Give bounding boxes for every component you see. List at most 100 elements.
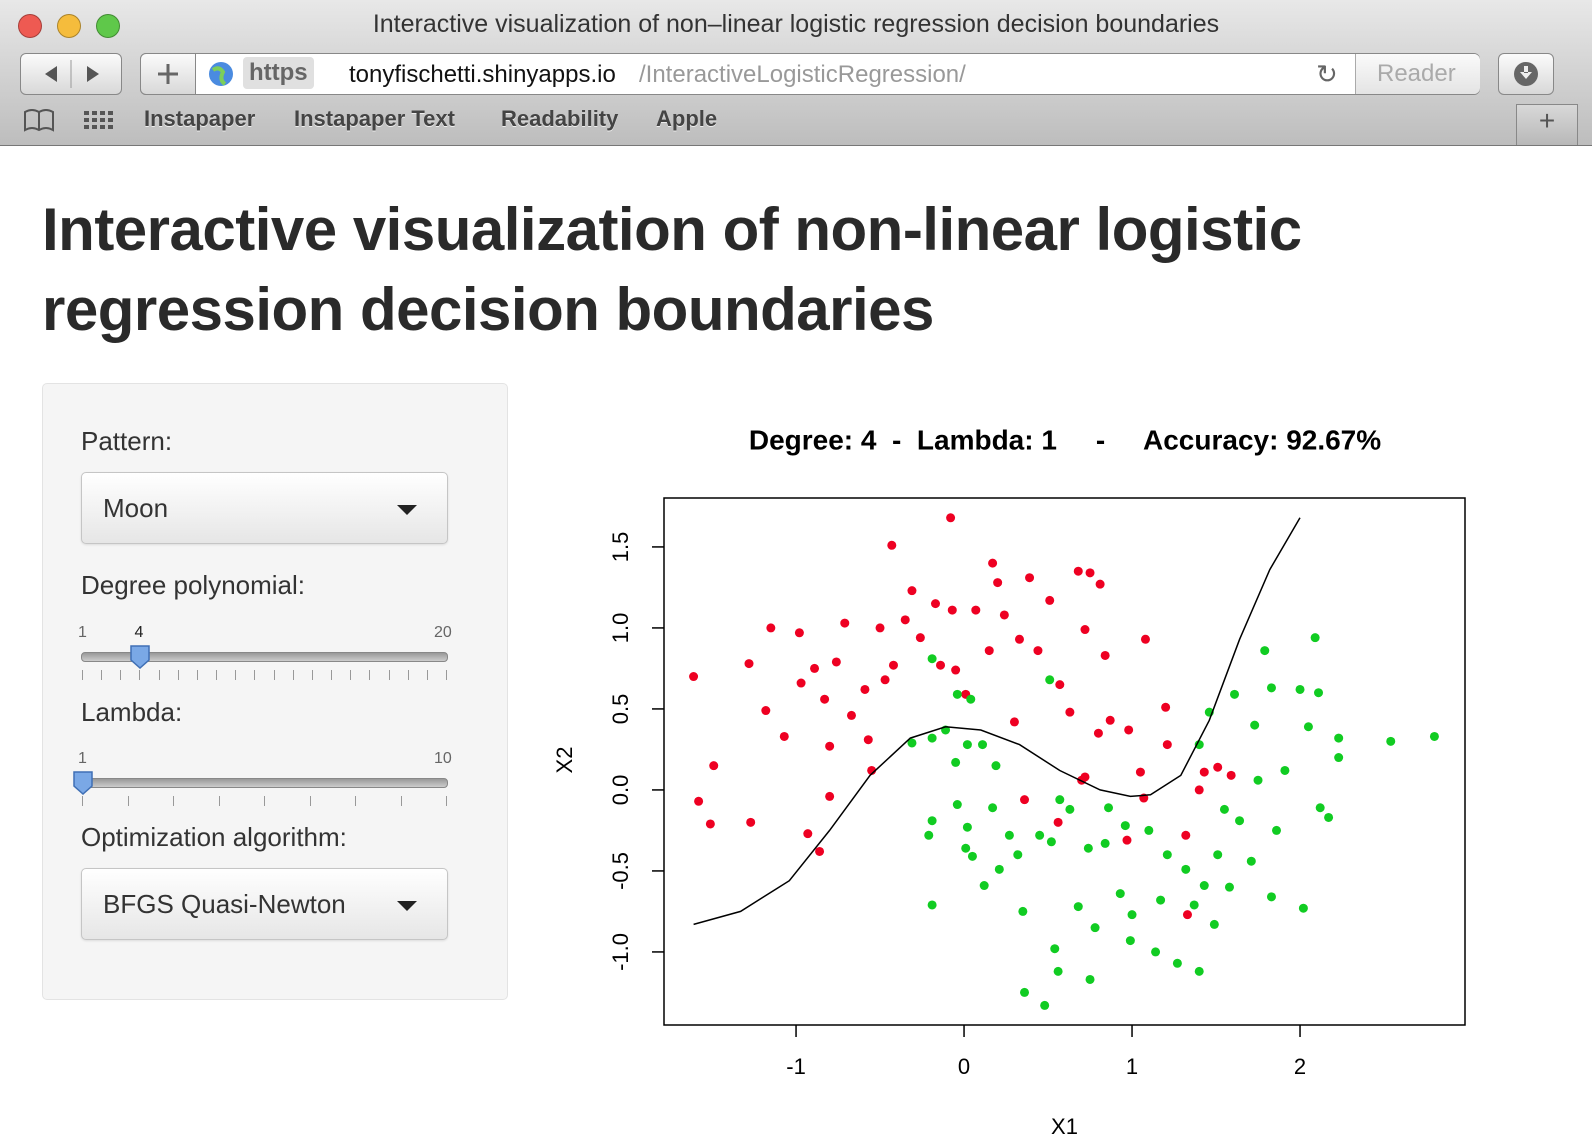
slider-tick [388, 670, 390, 680]
bookmark-link[interactable]: Readability [501, 106, 619, 131]
slider-tick [82, 670, 83, 680]
address-bar[interactable]: https tonyfischetti.shinyapps.io /Intera… [140, 53, 1480, 95]
zoom-button[interactable] [96, 14, 120, 38]
back-forward-buttons[interactable] [20, 53, 122, 95]
data-point [1224, 882, 1234, 892]
globe-icon [209, 62, 233, 86]
data-point [1272, 825, 1282, 835]
bookmark-link[interactable]: Instapaper [144, 106, 256, 131]
data-point [1303, 722, 1313, 732]
data-point [1025, 573, 1035, 583]
data-point [887, 540, 897, 550]
pattern-select[interactable]: Moon [81, 472, 448, 544]
data-point [705, 819, 715, 829]
data-point [761, 706, 771, 716]
algorithm-value: BFGS Quasi-Newton [103, 889, 346, 919]
data-point [840, 618, 850, 628]
data-point [1172, 958, 1182, 968]
data-point [1260, 646, 1270, 656]
y-tick-label: 1.0 [608, 613, 633, 644]
slider-handle[interactable] [129, 644, 151, 670]
reload-icon[interactable]: ↻ [1316, 59, 1338, 89]
browser-chrome: Interactive visualization of non–linear … [0, 0, 1592, 146]
slider-tick [101, 670, 103, 680]
add-button[interactable] [140, 53, 196, 95]
slider-tick [446, 796, 447, 806]
slider-tick [407, 670, 409, 680]
minimize-button[interactable] [57, 14, 81, 38]
chart-title: Degree: 4 - Lambda: 1 - Accuracy: 92.67% [749, 424, 1381, 455]
data-point [796, 678, 806, 688]
new-tab-button[interactable]: + [1516, 104, 1578, 145]
data-point [1046, 837, 1056, 847]
data-point [1194, 740, 1204, 750]
data-point [988, 803, 998, 813]
data-point [962, 740, 972, 750]
data-point [1162, 740, 1172, 750]
data-point [927, 816, 937, 826]
data-point [1053, 817, 1063, 827]
data-point [820, 694, 830, 704]
data-point [1100, 838, 1110, 848]
data-point [991, 761, 1001, 771]
data-point [1219, 804, 1229, 814]
data-point [984, 646, 994, 656]
data-point [746, 817, 756, 827]
reader-button[interactable]: Reader [1355, 54, 1480, 94]
data-point [1199, 881, 1209, 891]
data-point [1014, 634, 1024, 644]
slider-tick [273, 670, 275, 680]
data-point [1209, 919, 1219, 929]
data-point [880, 675, 890, 685]
y-axis-label: X2 [552, 747, 577, 774]
data-point [1213, 762, 1223, 772]
slider-tick [311, 670, 313, 680]
slider-handle[interactable] [72, 770, 93, 796]
data-point [1314, 688, 1324, 698]
close-button[interactable] [18, 14, 42, 38]
data-point [1080, 625, 1090, 635]
x-tick-label: 2 [1294, 1054, 1306, 1079]
x-tick-label: 0 [958, 1054, 970, 1079]
data-point [860, 684, 870, 694]
slider-track [81, 652, 448, 662]
data-point [1182, 910, 1192, 920]
data-point [927, 733, 937, 743]
dropdown-arrow [397, 901, 417, 911]
data-point [779, 731, 789, 741]
data-point [1253, 775, 1263, 785]
data-point [967, 851, 977, 861]
data-point [1065, 707, 1075, 717]
data-point [1161, 702, 1171, 712]
data-point [1125, 936, 1135, 946]
data-point [924, 830, 934, 840]
data-point [952, 800, 962, 810]
data-point [900, 615, 910, 625]
data-point [1080, 772, 1090, 782]
data-point [1018, 906, 1028, 916]
data-point [1246, 856, 1256, 866]
data-point [1020, 795, 1030, 805]
downloads-button[interactable] [1498, 53, 1554, 95]
bookmark-link[interactable]: Apple [656, 106, 718, 131]
data-point [1013, 850, 1023, 860]
slider-tick [120, 670, 122, 680]
data-point [1073, 566, 1083, 576]
data-point [1156, 895, 1166, 905]
data-point [951, 665, 961, 675]
url-host: tonyfischetti.shinyapps.io [349, 61, 616, 88]
x-tick-label: 1 [1126, 1054, 1138, 1079]
data-point [1033, 646, 1043, 656]
data-point [1083, 843, 1093, 853]
data-point [689, 672, 699, 682]
slider-tick [446, 670, 447, 680]
slider-tick [82, 796, 83, 806]
bookmark-link[interactable]: Instapaper Text [294, 106, 455, 131]
y-tick-label: 1.5 [608, 532, 633, 563]
data-point [907, 586, 917, 596]
chart: Degree: 4 - Lambda: 1 - Accuracy: 92.67%… [552, 424, 1466, 1136]
data-point [927, 654, 937, 664]
data-point [1115, 889, 1125, 899]
data-point [1315, 803, 1325, 813]
algorithm-select[interactable]: BFGS Quasi-Newton [81, 868, 448, 940]
